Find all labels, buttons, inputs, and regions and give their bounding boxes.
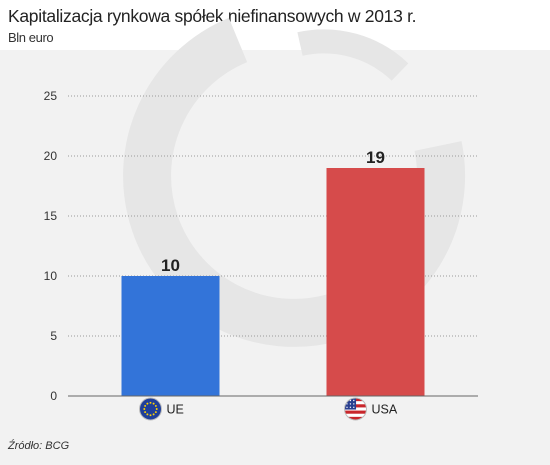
chart-header: Kapitalizacja rynkowa spółek niefinansow… bbox=[0, 0, 550, 50]
bar-ue bbox=[121, 276, 220, 396]
x-category-label: USA bbox=[372, 403, 398, 417]
chart-title: Kapitalizacja rynkowa spółek niefinansow… bbox=[8, 6, 417, 26]
y-tick-label: 10 bbox=[44, 269, 58, 283]
chart-subtitle: Bln euro bbox=[8, 30, 54, 45]
y-tick-label: 15 bbox=[44, 209, 58, 223]
y-tick-label: 5 bbox=[50, 329, 57, 343]
data-label: 10 bbox=[161, 256, 180, 275]
y-tick-label: 25 bbox=[44, 89, 58, 103]
eu-flag-icon bbox=[139, 397, 162, 421]
bar-usa bbox=[326, 168, 425, 396]
y-tick-label: 20 bbox=[44, 149, 58, 163]
us-flag-icon bbox=[344, 397, 367, 421]
y-tick-label: 0 bbox=[50, 389, 57, 403]
x-category-label: UE bbox=[167, 403, 184, 417]
source-note: Źródło: BCG bbox=[8, 440, 70, 452]
data-label: 19 bbox=[366, 148, 385, 167]
